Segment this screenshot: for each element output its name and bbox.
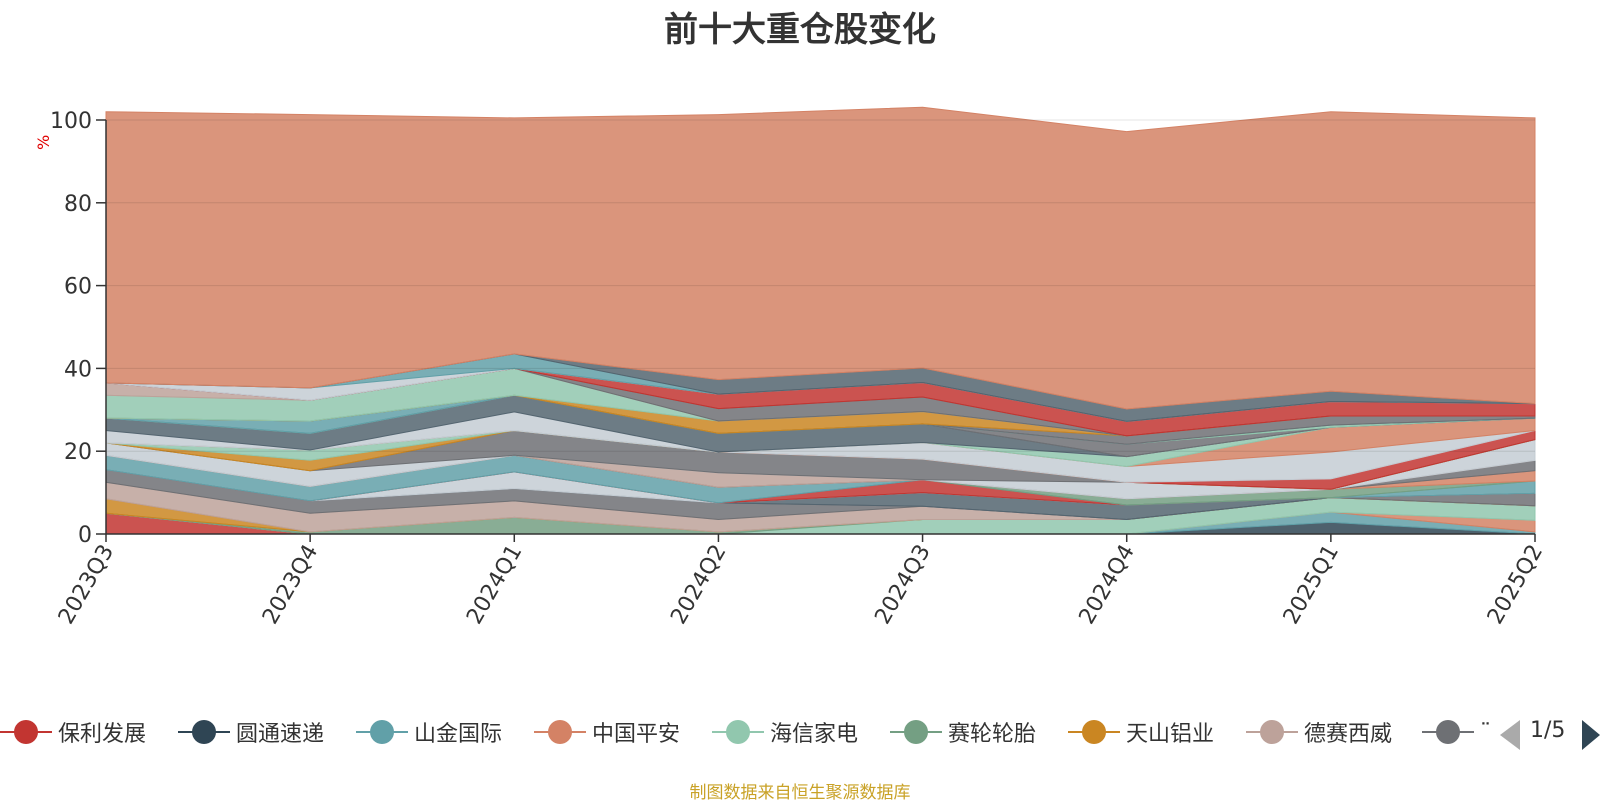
legend-prev-page-icon[interactable] bbox=[1500, 720, 1520, 750]
legend-marker-icon bbox=[1068, 720, 1120, 744]
legend-item[interactable]: 天山铝业 bbox=[1068, 712, 1214, 752]
legend-marker-icon bbox=[356, 720, 408, 744]
legend-marker-icon bbox=[1246, 720, 1298, 744]
legend: 保利发展 圆通速递 山金国际 中国平安 海信家电 赛轮轮胎 天山铝业 德赛西威 ¨ bbox=[0, 712, 1505, 752]
x-tick-label-2025Q1: 2025Q1 bbox=[1279, 541, 1344, 629]
legend-item[interactable]: 中国平安 bbox=[534, 712, 680, 752]
legend-marker-icon bbox=[1422, 720, 1474, 744]
legend-marker-icon bbox=[712, 720, 764, 744]
legend-label: 保利发展 bbox=[58, 722, 147, 747]
legend-page-indicator: 1/5 bbox=[1530, 718, 1566, 743]
legend-marker-icon bbox=[534, 720, 586, 744]
legend-next-page-icon[interactable] bbox=[1582, 720, 1600, 750]
y-tick-label-100: 100 bbox=[50, 109, 92, 134]
y-tick-label-20: 20 bbox=[64, 440, 92, 465]
legend-item[interactable]: 德赛西威 bbox=[1246, 712, 1392, 752]
x-tick-label-2024Q2: 2024Q2 bbox=[666, 541, 731, 629]
legend-label: 天山铝业 bbox=[1126, 722, 1215, 747]
legend-item[interactable]: 海信家电 bbox=[712, 712, 858, 752]
x-tick-label-2023Q4: 2023Q4 bbox=[258, 541, 323, 629]
legend-item[interactable]: ¨ bbox=[1422, 712, 1491, 752]
legend-label: 赛轮轮胎 bbox=[948, 722, 1037, 747]
legend-label: ¨ bbox=[1480, 719, 1491, 745]
y-tick-label-0: 0 bbox=[78, 523, 92, 548]
legend-marker-icon bbox=[890, 720, 942, 744]
x-tick-label-2024Q4: 2024Q4 bbox=[1075, 541, 1140, 629]
legend-item[interactable]: 赛轮轮胎 bbox=[890, 712, 1036, 752]
x-tick-label-2023Q3: 2023Q3 bbox=[54, 541, 119, 629]
y-tick-label-60: 60 bbox=[64, 275, 92, 300]
y-tick-label-80: 80 bbox=[64, 192, 92, 217]
legend-item[interactable]: 保利发展 bbox=[0, 712, 146, 752]
area-series-39 bbox=[105, 106, 1536, 410]
stacked-area-chart: 0 20 40 60 80 100 2023Q3 2023Q4 2024Q1 2024Q2 2024… bbox=[50, 106, 1548, 629]
legend-item[interactable]: 圆通速递 bbox=[178, 712, 324, 752]
legend-pager: 1/5 bbox=[1500, 714, 1600, 750]
legend-label: 海信家电 bbox=[770, 722, 859, 747]
legend-label: 圆通速递 bbox=[236, 722, 325, 747]
chart-title: 前十大重仓股变化 bbox=[664, 10, 936, 50]
legend-label: 山金国际 bbox=[414, 722, 503, 747]
legend-marker-icon bbox=[0, 720, 52, 744]
x-tick-label-2024Q1: 2024Q1 bbox=[462, 541, 527, 629]
x-tick-label-2025Q2: 2025Q2 bbox=[1483, 541, 1548, 629]
y-tick-label-40: 40 bbox=[64, 357, 92, 382]
legend-label: 中国平安 bbox=[592, 722, 681, 747]
legend-marker-icon bbox=[178, 720, 230, 744]
data-source-note: 制图数据来自恒生聚源数据库 bbox=[689, 783, 911, 803]
legend-item[interactable]: 山金国际 bbox=[356, 712, 502, 752]
legend-label: 德赛西威 bbox=[1304, 722, 1393, 747]
x-tick-label-2024Q3: 2024Q3 bbox=[870, 541, 935, 629]
